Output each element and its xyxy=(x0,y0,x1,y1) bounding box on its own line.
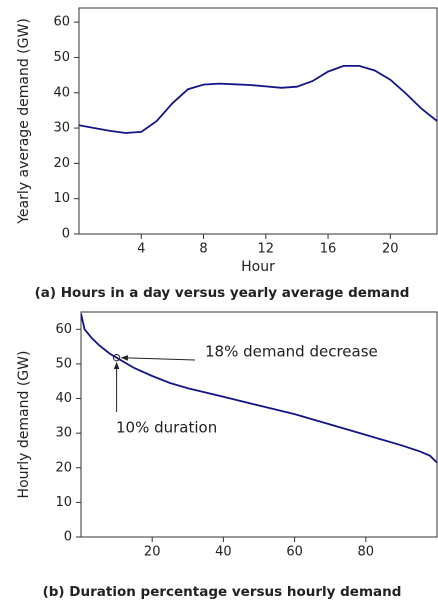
x-tick-label: 40 xyxy=(215,545,232,560)
y-tick-label: 10 xyxy=(53,191,70,206)
annotation: 18% demand decrease xyxy=(205,343,378,361)
x-tick-label: 4 xyxy=(137,242,145,257)
y-tick-label: 40 xyxy=(55,391,72,406)
highlight-point xyxy=(112,353,121,362)
x-tick-label: 80 xyxy=(358,545,375,560)
y-tick-label: 50 xyxy=(53,50,70,65)
y-tick-label: 30 xyxy=(53,121,70,136)
y-tick-label: 0 xyxy=(62,227,70,242)
data-line xyxy=(79,65,437,134)
y-tick-label: 20 xyxy=(53,156,70,171)
y-tick-label: 20 xyxy=(55,460,72,475)
y-tick-label: 50 xyxy=(55,356,72,371)
x-tick-label: 8 xyxy=(199,242,207,257)
y-axis-label: Yearly average demand (GW) xyxy=(16,18,32,225)
x-tick-label: 12 xyxy=(258,242,275,257)
y-tick-label: 10 xyxy=(55,495,72,510)
y-tick-label: 0 xyxy=(64,530,72,545)
y-tick-label: 60 xyxy=(55,322,72,337)
y-axis-label: Hourly demand (GW) xyxy=(16,351,32,499)
x-tick-label: 20 xyxy=(144,545,161,560)
plot-frame xyxy=(78,7,438,235)
caption: (b) Duration percentage versus hourly de… xyxy=(43,584,402,600)
y-tick-label: 30 xyxy=(55,426,72,441)
plot-frame xyxy=(80,311,438,538)
x-tick-label: 20 xyxy=(382,242,399,257)
annotation: 10% duration xyxy=(116,419,217,437)
arrow xyxy=(120,355,196,361)
x-tick-label: 60 xyxy=(286,545,303,560)
y-tick-label: 40 xyxy=(53,85,70,100)
x-axis-label: Hour xyxy=(241,259,275,275)
y-tick-label: 60 xyxy=(53,15,70,30)
data-line xyxy=(81,313,437,464)
x-tick-label: 16 xyxy=(320,242,337,257)
caption: (a) Hours in a day versus yearly average… xyxy=(35,285,410,301)
